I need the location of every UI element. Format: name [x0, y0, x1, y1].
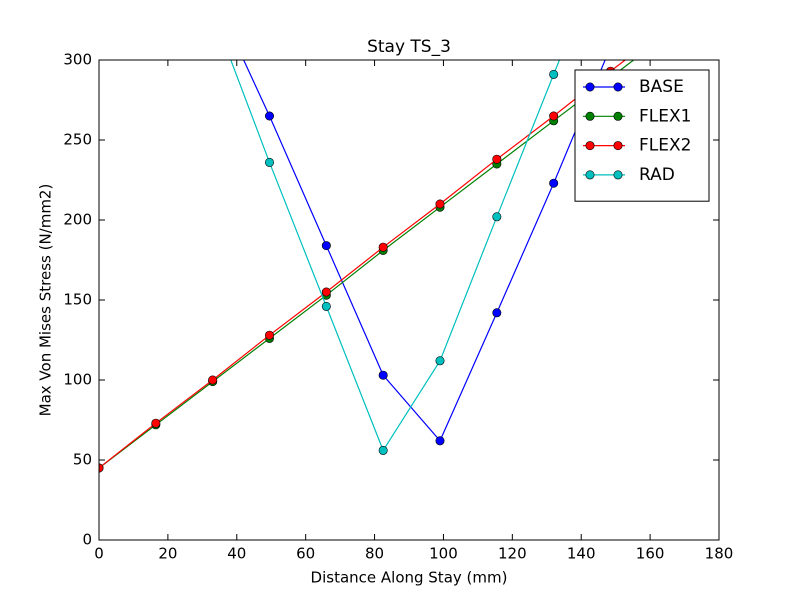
- y-tick-label: 200: [63, 211, 92, 229]
- legend-label: BASE: [639, 77, 684, 97]
- x-tick-label: 100: [429, 545, 458, 563]
- y-tick-label: 150: [63, 291, 92, 309]
- legend-label: RAD: [639, 165, 675, 185]
- legend-marker: [585, 170, 595, 180]
- data-point: [264, 111, 274, 121]
- series-line: [230, 60, 561, 452]
- legend-marker: [585, 82, 595, 92]
- data-point: [321, 301, 331, 311]
- x-tick-label: 140: [567, 545, 596, 563]
- legend-label: FLEX2: [639, 136, 691, 156]
- legend-marker: [613, 141, 623, 151]
- data-point: [378, 242, 388, 252]
- data-point: [435, 199, 445, 209]
- data-point: [435, 356, 445, 366]
- data-point: [435, 436, 445, 446]
- y-tick-label: 300: [63, 51, 92, 69]
- legend-marker: [613, 111, 623, 121]
- y-axis-label: Max Von Mises Stress (N/mm2): [37, 184, 55, 417]
- data-point: [549, 111, 559, 121]
- y-tick-label: 0: [82, 531, 92, 549]
- legend-marker: [613, 170, 623, 180]
- data-point: [151, 418, 161, 428]
- data-point: [492, 212, 502, 222]
- series-line: [243, 60, 606, 442]
- chart-title: Stay TS_3: [367, 37, 451, 57]
- x-tick-label: 60: [296, 545, 315, 563]
- x-axis-label: Distance Along Stay (mm): [311, 569, 508, 587]
- legend-box: [574, 69, 710, 202]
- data-point: [264, 330, 274, 340]
- y-tick-label: 50: [73, 451, 92, 469]
- x-tick-label: 80: [365, 545, 384, 563]
- x-tick-label: 180: [705, 545, 734, 563]
- x-tick-label: 20: [158, 545, 177, 563]
- data-point: [492, 308, 502, 318]
- data-point: [549, 178, 559, 188]
- data-point: [492, 154, 502, 164]
- legend-label: FLEX1: [639, 106, 691, 126]
- plot-area: [99, 60, 635, 473]
- data-point: [264, 157, 274, 167]
- data-point: [208, 375, 218, 385]
- x-tick-label: 160: [636, 545, 665, 563]
- x-tick-label: 0: [94, 545, 104, 563]
- y-tick-label: 100: [63, 371, 92, 389]
- legend-marker: [585, 111, 595, 121]
- y-tick-label: 250: [63, 131, 92, 149]
- legend-marker: [613, 82, 623, 92]
- legend-marker: [585, 141, 595, 151]
- data-point: [321, 287, 331, 297]
- x-tick-label: 40: [227, 545, 246, 563]
- data-point: [378, 370, 388, 380]
- data-point: [378, 445, 388, 455]
- data-point: [549, 69, 559, 79]
- data-point: [321, 241, 331, 251]
- x-tick-label: 120: [498, 545, 527, 563]
